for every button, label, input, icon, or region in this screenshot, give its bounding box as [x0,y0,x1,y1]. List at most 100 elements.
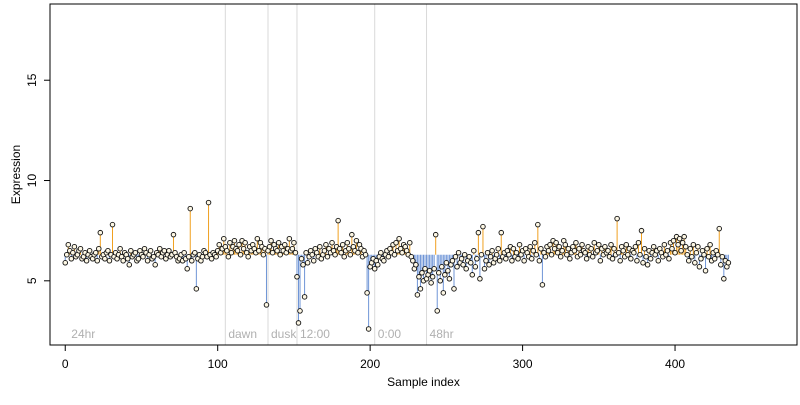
data-point [650,243,657,250]
data-point [269,249,276,256]
x-tick-label: 400 [665,357,685,371]
data-point [321,247,328,254]
data-point [510,245,517,252]
data-point [542,253,549,260]
data-point [292,249,299,256]
data-point [242,239,248,246]
data-point [65,241,72,248]
data-point [641,245,648,252]
data-point [344,239,351,246]
data-point [692,260,698,266]
data-point [670,237,677,244]
data-point [71,243,78,250]
data-point [291,239,297,246]
data-point [304,260,311,266]
data-point [335,217,341,224]
phase-annotation-label: dawn [228,327,257,341]
x-axis-label: Sample index [387,375,460,389]
data-point [705,253,712,260]
data-point [690,241,697,248]
data-point [446,276,453,282]
data-point [317,243,323,250]
data-point [548,251,555,258]
data-point [135,255,142,262]
data-point [521,258,527,264]
data-point [693,249,700,256]
data-point [144,258,151,264]
data-point [609,255,616,262]
data-point [339,241,346,248]
data-point [681,233,687,240]
data-point [676,235,683,242]
data-point [623,241,630,248]
data-point [443,260,450,266]
data-point [231,237,238,244]
data-point [355,249,361,256]
data-point [583,255,590,262]
data-point [117,245,123,252]
data-point [419,270,425,276]
data-point [516,241,523,248]
data-point [711,255,718,262]
data-point [602,243,608,250]
data-point [96,245,102,252]
data-point [704,245,710,252]
data-point [407,239,413,246]
data-point [124,255,131,262]
data-point [161,247,168,254]
data-point [371,266,378,272]
data-point [454,264,460,270]
data-point [460,262,466,268]
data-point [635,239,642,246]
data-point [410,258,416,264]
data-point [486,262,492,268]
data-point [714,251,721,258]
data-point [347,251,354,258]
data-point [614,215,620,222]
data-point [495,245,501,252]
data-point [481,266,488,272]
data-point [378,249,384,256]
data-point [353,237,360,244]
data-point [413,262,419,268]
data-point [455,249,462,256]
data-point [338,249,344,256]
data-point [181,249,187,256]
data-point [466,253,472,260]
data-point [702,268,709,274]
y-tick-label: 10 [25,174,39,188]
data-point [547,241,553,248]
divider-lines [224,4,428,345]
data-point [301,294,308,300]
data-point [170,231,177,238]
data-point [102,255,108,262]
data-point [64,251,70,258]
data-point [689,253,695,260]
data-point [698,255,704,262]
data-point [152,262,158,268]
data-point [557,253,564,260]
data-point [615,249,622,256]
data-point [224,247,230,254]
data-point [474,255,480,262]
data-point [503,255,509,262]
data-point [468,260,474,266]
data-point [346,245,352,252]
data-point [576,245,582,252]
data-point [213,253,219,260]
data-point [532,239,538,246]
data-point [471,247,477,254]
data-point [475,229,482,236]
data-point [655,258,662,264]
data-point [157,245,163,252]
data-point [675,241,681,248]
data-point [199,253,206,260]
data-point [193,286,200,292]
data-point [349,231,355,238]
data-point [631,249,637,256]
x-tick-label: 200 [360,357,380,371]
data-point [620,247,626,254]
data-point [289,245,296,252]
data-point [375,262,381,268]
data-point [86,247,93,254]
